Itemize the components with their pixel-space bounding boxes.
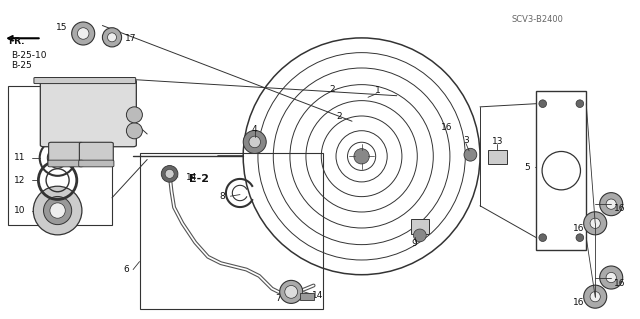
Text: 17: 17 bbox=[125, 34, 137, 43]
Ellipse shape bbox=[165, 169, 174, 178]
Ellipse shape bbox=[102, 28, 122, 47]
Ellipse shape bbox=[539, 100, 547, 108]
Ellipse shape bbox=[600, 193, 623, 216]
Text: 15: 15 bbox=[56, 23, 67, 32]
Ellipse shape bbox=[413, 229, 426, 242]
Text: 4: 4 bbox=[252, 125, 257, 134]
Text: SCV3-B2400: SCV3-B2400 bbox=[512, 15, 564, 24]
Ellipse shape bbox=[108, 33, 116, 42]
Text: 5: 5 bbox=[524, 163, 530, 172]
Bar bbox=[536, 91, 586, 250]
Ellipse shape bbox=[464, 148, 477, 161]
Ellipse shape bbox=[280, 280, 303, 303]
Ellipse shape bbox=[127, 107, 143, 123]
Text: B-25: B-25 bbox=[12, 61, 32, 70]
Bar bbox=[411, 219, 429, 234]
Text: 9: 9 bbox=[412, 239, 417, 248]
Ellipse shape bbox=[606, 199, 616, 209]
Text: FR.: FR. bbox=[8, 37, 24, 46]
Text: 3: 3 bbox=[463, 137, 468, 145]
Text: 16: 16 bbox=[614, 279, 626, 288]
Text: 10: 10 bbox=[14, 206, 26, 215]
Bar bbox=[300, 293, 314, 300]
Text: 2: 2 bbox=[336, 112, 342, 121]
Ellipse shape bbox=[354, 149, 369, 164]
Ellipse shape bbox=[33, 186, 82, 235]
FancyBboxPatch shape bbox=[40, 80, 136, 147]
Text: 6: 6 bbox=[123, 265, 129, 274]
Ellipse shape bbox=[584, 212, 607, 235]
Ellipse shape bbox=[127, 123, 143, 139]
Ellipse shape bbox=[243, 130, 266, 153]
Text: 7: 7 bbox=[275, 294, 281, 303]
Ellipse shape bbox=[590, 218, 600, 228]
Text: 2: 2 bbox=[330, 85, 335, 94]
Ellipse shape bbox=[590, 292, 600, 302]
Text: B-25-10: B-25-10 bbox=[12, 51, 47, 60]
FancyBboxPatch shape bbox=[34, 78, 136, 84]
Ellipse shape bbox=[249, 136, 260, 148]
Ellipse shape bbox=[161, 166, 178, 182]
Ellipse shape bbox=[44, 197, 72, 225]
Ellipse shape bbox=[576, 100, 584, 108]
Text: 13: 13 bbox=[492, 137, 503, 146]
Text: 16: 16 bbox=[441, 123, 452, 132]
Bar bbox=[140, 153, 323, 309]
Ellipse shape bbox=[539, 234, 547, 241]
Text: 16: 16 bbox=[573, 298, 585, 307]
Text: 16: 16 bbox=[573, 224, 585, 233]
Ellipse shape bbox=[285, 286, 298, 298]
Ellipse shape bbox=[77, 28, 89, 39]
Text: 14: 14 bbox=[312, 291, 324, 300]
Ellipse shape bbox=[600, 266, 623, 289]
Text: 1: 1 bbox=[375, 86, 380, 95]
Text: 14: 14 bbox=[186, 173, 197, 182]
Text: 11: 11 bbox=[14, 153, 26, 162]
Ellipse shape bbox=[606, 272, 616, 283]
Text: E-2: E-2 bbox=[189, 174, 209, 184]
FancyBboxPatch shape bbox=[49, 142, 83, 164]
Ellipse shape bbox=[576, 234, 584, 241]
Ellipse shape bbox=[72, 22, 95, 45]
Bar bbox=[8, 86, 112, 225]
FancyBboxPatch shape bbox=[79, 160, 114, 167]
Text: 12: 12 bbox=[14, 176, 26, 185]
Ellipse shape bbox=[50, 203, 65, 218]
FancyBboxPatch shape bbox=[79, 142, 113, 164]
Bar bbox=[488, 150, 507, 164]
Text: 8: 8 bbox=[220, 192, 225, 201]
Text: 16: 16 bbox=[614, 204, 626, 213]
Ellipse shape bbox=[584, 285, 607, 308]
FancyBboxPatch shape bbox=[48, 160, 83, 167]
